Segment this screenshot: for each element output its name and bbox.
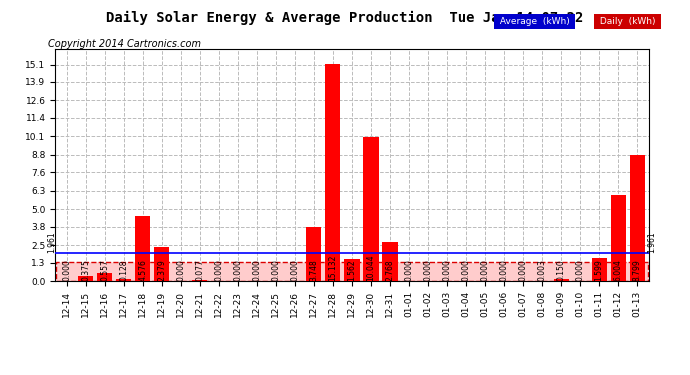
- Text: Copyright 2014 Cartronics.com: Copyright 2014 Cartronics.com: [48, 39, 201, 50]
- Text: 4.576: 4.576: [138, 259, 147, 280]
- Text: 0.000: 0.000: [176, 259, 185, 280]
- Text: 0.000: 0.000: [519, 259, 528, 280]
- Bar: [154, 247, 169, 281]
- Text: 3.748: 3.748: [309, 259, 318, 280]
- Text: 0.000: 0.000: [462, 259, 471, 280]
- Text: 0.000: 0.000: [480, 259, 489, 280]
- Text: 1.961: 1.961: [648, 231, 657, 253]
- Text: 6.004: 6.004: [613, 259, 622, 280]
- Text: 0.000: 0.000: [62, 259, 71, 280]
- Bar: [553, 279, 569, 281]
- Bar: [364, 137, 379, 281]
- Text: 0.000: 0.000: [404, 259, 413, 280]
- Bar: [135, 216, 150, 281]
- Text: 1.599: 1.599: [595, 259, 604, 280]
- Text: 2.768: 2.768: [386, 259, 395, 280]
- Text: 0.000: 0.000: [500, 259, 509, 280]
- Bar: [382, 242, 397, 281]
- Text: 0.000: 0.000: [215, 259, 224, 280]
- Text: 0.557: 0.557: [100, 259, 109, 280]
- Text: 15.132: 15.132: [328, 254, 337, 280]
- Text: 0.150: 0.150: [557, 259, 566, 280]
- Text: 0.000: 0.000: [575, 259, 584, 280]
- Text: 1.961: 1.961: [47, 231, 56, 253]
- Text: 0.000: 0.000: [290, 259, 299, 280]
- Text: 0.003: 0.003: [538, 259, 546, 280]
- Bar: [192, 280, 208, 281]
- Text: Daily Solar Energy & Average Production  Tue Jan 14 07:22: Daily Solar Energy & Average Production …: [106, 11, 584, 26]
- Bar: [344, 259, 359, 281]
- Bar: [629, 155, 644, 281]
- Text: 2.379: 2.379: [157, 259, 166, 280]
- Text: 8.799: 8.799: [633, 259, 642, 280]
- Bar: [325, 64, 340, 281]
- Text: 0.000: 0.000: [271, 259, 280, 280]
- Text: 0.000: 0.000: [442, 259, 451, 280]
- Text: 1.562: 1.562: [347, 259, 357, 280]
- Bar: [97, 273, 112, 281]
- FancyBboxPatch shape: [56, 262, 648, 281]
- Text: 0.000: 0.000: [424, 259, 433, 280]
- Text: 10.044: 10.044: [366, 254, 375, 280]
- Bar: [591, 258, 607, 281]
- Text: Daily  (kWh): Daily (kWh): [597, 17, 658, 26]
- Bar: [611, 195, 626, 281]
- Text: 0.000: 0.000: [233, 259, 242, 280]
- Bar: [306, 228, 322, 281]
- Text: 0.375: 0.375: [81, 259, 90, 280]
- Text: 0.000: 0.000: [253, 259, 262, 280]
- Bar: [116, 279, 131, 281]
- Text: 0.128: 0.128: [119, 259, 128, 280]
- Text: 0.077: 0.077: [195, 259, 204, 280]
- Text: Average  (kWh): Average (kWh): [497, 17, 573, 26]
- Bar: [78, 276, 93, 281]
